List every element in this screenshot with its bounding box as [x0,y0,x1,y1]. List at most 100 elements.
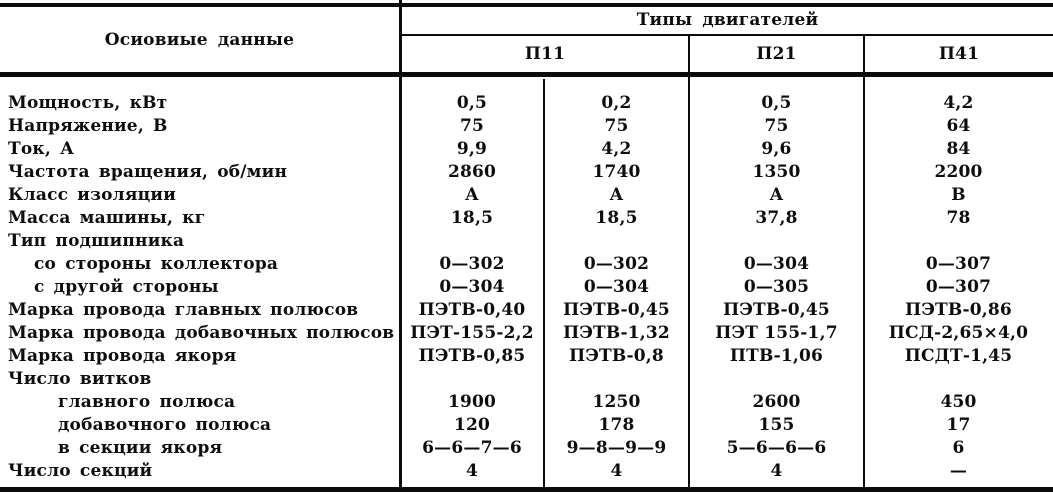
row-value: А [769,185,784,205]
row-value: 1350 [752,162,801,182]
row-value: 1250 [592,392,641,412]
row-value: 450 [940,392,977,412]
row-value: 4 [770,461,783,481]
row-value: 1740 [592,162,641,182]
row-value: 2200 [934,162,983,182]
p41-column-divider [863,34,865,487]
row-label: Число витков [8,369,152,389]
row-value: 0,5 [761,93,792,113]
row-value: 37,8 [755,208,798,228]
row-value: 84 [946,139,971,159]
row-value: 4 [465,461,479,481]
row-value: ПЭТВ-0,85 [418,346,526,366]
row-label: со стороны коллектора [34,254,279,274]
row-value: А [609,185,624,205]
table-row: Марка провода добавочных полюсов ПЭТ-155-… [0,322,1053,345]
column-header-p11: П11 [402,36,688,72]
table-row: Марка провода якоря ПЭТВ-0,85 ПЭТВ-0,8 ПТВ-… [0,345,1053,368]
p21-column-divider [688,34,690,487]
p11-subcolumn-divider [543,79,545,487]
table-row: добавочного полюса 120 178 155 17 [0,414,1053,437]
row-value: 120 [453,415,491,435]
row-value: 9,9 [456,139,488,159]
table-row: Число витков [0,368,1053,391]
table-row: в секции якоря 6—6—7—6 9—8—9—9 5—6—6—6 6 [0,437,1053,460]
table-row: Ток, А 9,9 4,2 9,6 84 [0,138,1053,161]
row-value: 0—302 [583,254,650,274]
table-row: главного полюса 1900 1250 2600 450 [0,391,1053,414]
column-header-p41: П41 [865,36,1053,72]
row-value: 0—304 [743,254,810,274]
row-value [864,230,1053,253]
corner-header-label: Осиовиые данные [104,29,295,50]
table-body: Мощность, кВт 0,5 0,2 0,5 4,2 Напряжение, В 75… [0,79,1053,483]
row-value: 2860 [447,162,497,182]
row-label: Марка провода главных полюсов [8,300,359,320]
row-label: Мощность, кВт [8,93,168,113]
column-header-p21: П21 [690,36,863,72]
table-row: со стороны коллектора 0—302 0—302 0—304 0—30… [0,253,1053,276]
row-label: Ток, А [8,139,75,159]
table-bottom-rule [0,487,1053,492]
row-value: 9,6 [761,139,792,159]
row-value: 1900 [447,392,497,412]
row-label: Масса машины, кг [8,208,206,228]
row-value: 0—307 [925,277,992,297]
row-value: 4,2 [601,139,632,159]
row-value: ПСД-2,65×4,0 [888,323,1029,343]
row-value [400,230,544,253]
table-row: Число секций 4 4 4 — [0,460,1053,483]
table-row: Марка провода главных полюсов ПЭТВ-0,40 ПЭ… [0,299,1053,322]
row-label: в секции якоря [58,438,223,458]
row-label: Марка провода якоря [8,346,237,366]
column-header-p11-label: П11 [524,44,566,64]
row-value: 0—307 [925,254,992,274]
row-value: 0—304 [583,277,650,297]
top-rule [0,3,1053,7]
row-value: ПЭТВ-0,86 [905,300,1012,320]
row-value: ПЭТВ-0,8 [569,346,664,366]
row-value: ПТВ-1,06 [729,346,824,366]
row-label: Частота вращения, об/мин [8,162,288,182]
table-row: Класс изоляции А А А В [0,184,1053,207]
table-row: Мощность, кВт 0,5 0,2 0,5 4,2 [0,92,1053,115]
row-value: 6 [952,438,965,458]
row-value: ПЭТВ-0,40 [418,300,526,320]
row-value: 78 [946,208,971,228]
row-label: Класс изоляции [8,185,177,205]
row-value: 4,2 [943,93,974,113]
row-value: 18,5 [595,208,638,228]
row-value: 155 [758,415,795,435]
row-value: 178 [598,415,635,435]
row-value: В [951,185,966,205]
row-value: ПЭТВ-0,45 [563,300,670,320]
corner-header-cell: Осиовиые данные [0,7,399,72]
row-value: — [949,461,968,481]
column-header-p41-label: П41 [938,44,980,64]
row-label: главного полюса [58,392,236,412]
motor-types-header-label: Типы двигателей [636,9,819,30]
row-value: 0,5 [456,93,488,113]
row-value [864,368,1053,391]
row-value [544,368,689,391]
row-label: Напряжение, В [8,116,168,136]
types-header-underline [400,34,1053,36]
row-value: 2600 [752,392,801,412]
row-value: ПСДТ-1,45 [904,346,1013,366]
row-value: 9—8—9—9 [566,438,667,458]
row-value: 5—6—6—6 [726,438,827,458]
row-value: 75 [604,116,629,136]
header-bottom-rule [0,72,1053,77]
row-label: Марка провода добавочных полюсов [8,323,395,343]
row-value: 0—305 [743,277,810,297]
row-value: 18,5 [450,208,494,228]
column-header-p21-label: П21 [756,44,797,64]
table-row: Масса машины, кг 18,5 18,5 37,8 78 [0,207,1053,230]
row-value: ПЭТВ-1,32 [563,323,670,343]
row-value: 0,2 [601,93,632,113]
table-row: Тип подшипника [0,230,1053,253]
row-label: добавочного полюса [58,415,272,435]
row-value: 64 [946,116,971,136]
row-value: А [464,185,480,205]
row-value: ПЭТ-155-2,2 [410,323,534,343]
